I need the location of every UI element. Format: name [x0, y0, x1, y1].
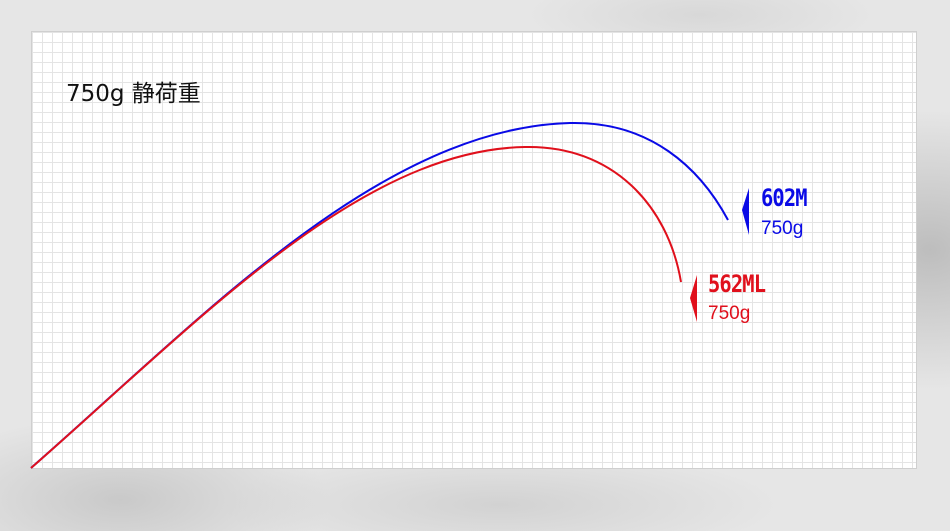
model-label-562ml: 562ML	[708, 270, 766, 298]
chart-title: 750g 静荷重	[66, 81, 201, 107]
load-label-602m: 750g	[761, 218, 804, 239]
pointer-marker-602m	[742, 188, 749, 235]
model-label-602m: 602M	[761, 184, 808, 212]
curve-602m	[30, 121, 729, 469]
pointer-marker-562ml	[690, 275, 697, 322]
curve-562ml	[30, 145, 682, 469]
load-label-562ml: 750g	[708, 303, 751, 324]
grid-panel	[31, 31, 917, 469]
